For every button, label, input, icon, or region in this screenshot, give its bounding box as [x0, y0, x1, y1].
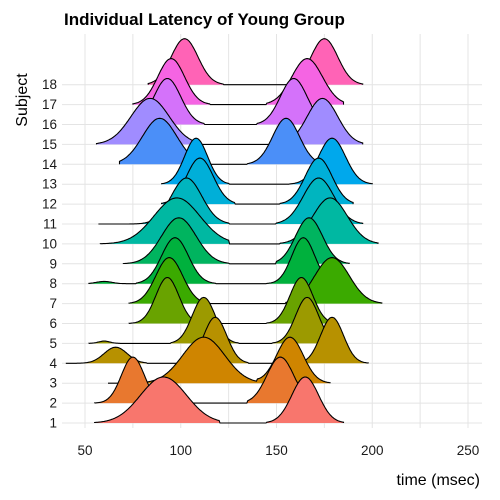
y-tick-label: 13 — [42, 177, 57, 192]
ridge-fill-subject-10 — [100, 197, 379, 244]
ridge-outline-subject-12 — [161, 157, 354, 205]
y-tick-label: 4 — [49, 356, 57, 371]
ridge-outline-subject-4 — [65, 316, 369, 364]
ridge-fill-subject-7 — [129, 257, 382, 304]
ridge-layer — [65, 38, 383, 424]
x-tick-label: 100 — [169, 443, 192, 458]
y-tick-label: 5 — [49, 336, 57, 351]
x-axis-label: time (msec) — [396, 472, 480, 489]
ridge-outline-subject-7 — [128, 257, 383, 305]
ridge-outline-subject-1 — [94, 376, 345, 424]
x-tick-label: 50 — [77, 443, 92, 458]
y-tick-label: 6 — [49, 316, 57, 331]
ridge-outline-subject-6 — [128, 276, 335, 325]
y-axis-label: Subject — [14, 73, 31, 127]
ridge-outline-subject-5 — [88, 296, 341, 344]
y-tick-label: 8 — [49, 276, 57, 291]
x-tick-label: 150 — [265, 443, 288, 458]
x-tick-label: 250 — [457, 443, 480, 458]
ridge-outline-subject-11 — [98, 177, 364, 225]
y-tick-label: 12 — [42, 197, 57, 212]
ridge-outline-subject-15 — [95, 97, 364, 145]
ridge-fill-subject-1 — [94, 377, 344, 423]
y-tick-label: 1 — [49, 416, 57, 431]
x-tick-label: 200 — [361, 443, 384, 458]
y-tick-label: 18 — [42, 77, 57, 92]
ridge-outline-subject-16 — [126, 77, 329, 126]
y-tick-label: 15 — [42, 137, 57, 152]
ridge-fill-subject-14 — [119, 118, 319, 165]
y-tick-label: 3 — [49, 376, 57, 391]
ridge-outline-subject-13 — [161, 137, 373, 185]
y-tick-label: 10 — [42, 236, 57, 251]
y-tick-label: 17 — [42, 97, 57, 112]
ridge-outline-subject-8 — [88, 237, 339, 285]
ridge-outline-subject-10 — [99, 197, 379, 245]
y-tick-label: 16 — [42, 117, 57, 132]
y-tick-label: 7 — [49, 296, 57, 311]
ridge-outline-subject-17 — [132, 58, 345, 106]
ridge-fill-subject-15 — [96, 98, 363, 145]
y-tick-label: 2 — [49, 396, 57, 411]
ridge-outline-subject-2 — [94, 356, 316, 404]
chart-title: Individual Latency of Young Group — [64, 10, 345, 29]
ridge-outline-subject-18 — [147, 38, 364, 86]
y-tick-label: 14 — [42, 157, 58, 172]
ridge-outline-subject-14 — [118, 117, 320, 165]
ridge-outline-subject-9 — [122, 217, 350, 265]
y-tick-label: 11 — [43, 217, 57, 232]
y-tick-label: 9 — [49, 256, 57, 271]
ridge-fill-subject-4 — [65, 317, 369, 364]
x-tick-labels: 50 100 150 200 250 — [77, 443, 479, 458]
